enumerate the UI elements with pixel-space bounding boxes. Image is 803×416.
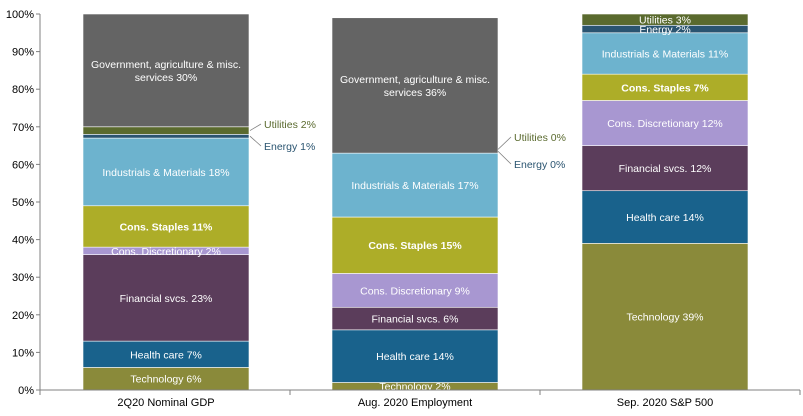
y-tick-label: 0% bbox=[18, 385, 34, 397]
bar-segment bbox=[581, 243, 749, 391]
bar-segment bbox=[82, 137, 250, 207]
y-tick-label: 70% bbox=[12, 122, 34, 134]
bars: Technology 6% Health care 7% Financial svc… bbox=[82, 13, 749, 393]
bar-segment bbox=[82, 340, 250, 368]
y-tick-label: 20% bbox=[12, 310, 34, 322]
segment-label: Cons. Discretionary 9% bbox=[360, 285, 470, 297]
segment-label: Cons. Discretionary 2% bbox=[111, 246, 221, 258]
bar-segment bbox=[82, 254, 250, 342]
callout-leader bbox=[249, 135, 262, 147]
segment-label: Industrials & Materials 18% bbox=[102, 167, 229, 179]
callout-label: Utilities 2% bbox=[264, 119, 316, 131]
segment-label: Cons. Staples 7% bbox=[621, 82, 709, 94]
bar-segment bbox=[82, 134, 250, 139]
x-tick-label: Aug. 2020 Employment bbox=[358, 397, 472, 409]
segment-label: Energy 2% bbox=[639, 24, 690, 36]
segment-label: Health care 14% bbox=[376, 351, 454, 363]
segment-label: Financial svcs. 23% bbox=[120, 293, 213, 305]
callout-label: Utilities 0% bbox=[514, 132, 566, 144]
bar-segment bbox=[82, 13, 250, 128]
bar-segment bbox=[581, 145, 749, 192]
callout-label: Energy 1% bbox=[264, 141, 315, 153]
segment-label: Industrials & Materials 17% bbox=[351, 180, 478, 192]
y-tick-label: 90% bbox=[12, 47, 34, 59]
segment-label: Technology 6% bbox=[130, 374, 201, 386]
x-tick-label: Sep. 2020 S&P 500 bbox=[617, 397, 713, 409]
bar-segment bbox=[581, 32, 749, 75]
bar-segment bbox=[581, 100, 749, 146]
y-tick-label: 40% bbox=[12, 235, 34, 247]
segment-label: Industrials & Materials 11% bbox=[602, 48, 728, 60]
bar-segment bbox=[331, 216, 499, 274]
x-tick-label: 2Q20 Nominal GDP bbox=[117, 397, 214, 409]
bar-segment bbox=[581, 73, 749, 101]
bar-segment bbox=[581, 190, 749, 244]
bar-segment bbox=[331, 17, 499, 154]
y-tick-label: 100% bbox=[6, 9, 34, 21]
segment-label: Financial svcs. 12% bbox=[619, 163, 712, 175]
bar-segment bbox=[82, 205, 250, 248]
y-tick-label: 30% bbox=[12, 272, 34, 284]
segment-label: Technology 39% bbox=[626, 312, 703, 324]
segment-label: Cons. Staples 15% bbox=[368, 240, 462, 252]
callout-leader bbox=[497, 136, 512, 150]
y-tick-label: 60% bbox=[12, 159, 34, 171]
segment-label: Cons. Staples 11% bbox=[120, 221, 213, 233]
bar-segment bbox=[331, 152, 499, 218]
segment-label: Health care 7% bbox=[130, 349, 202, 361]
segment-label: Cons. Discretionary 12% bbox=[607, 118, 723, 130]
bar-segment bbox=[331, 329, 499, 383]
y-tick-label: 10% bbox=[12, 347, 34, 359]
segment-label: Technology 2% bbox=[379, 381, 450, 393]
y-axis: 0% 10% 20% 30% 40% 50% 60% 70% 80% 90% 100% bbox=[6, 9, 41, 397]
x-axis: 2Q20 Nominal GDP Aug. 2020 Employment Sep.… bbox=[39, 389, 801, 409]
segment-label: Government, agriculture & misc. services … bbox=[91, 59, 241, 84]
bar-segment bbox=[331, 273, 499, 308]
segment-label: Government, agriculture & misc. services … bbox=[340, 74, 490, 99]
callouts: Utilities 2% Energy 1% Utilities 0% Energy … bbox=[249, 119, 566, 171]
segment-label: Utilities 3% bbox=[639, 15, 691, 27]
bar-segment bbox=[82, 126, 250, 135]
callout-leader bbox=[249, 123, 262, 131]
bar-segment bbox=[581, 13, 749, 26]
callout-leader bbox=[497, 150, 512, 165]
y-tick-label: 80% bbox=[12, 84, 34, 96]
callout-label: Energy 0% bbox=[514, 159, 565, 171]
segment-label: Financial svcs. 6% bbox=[372, 314, 459, 326]
y-tick-label: 50% bbox=[12, 197, 34, 209]
segment-label: Health care 14% bbox=[626, 212, 704, 224]
